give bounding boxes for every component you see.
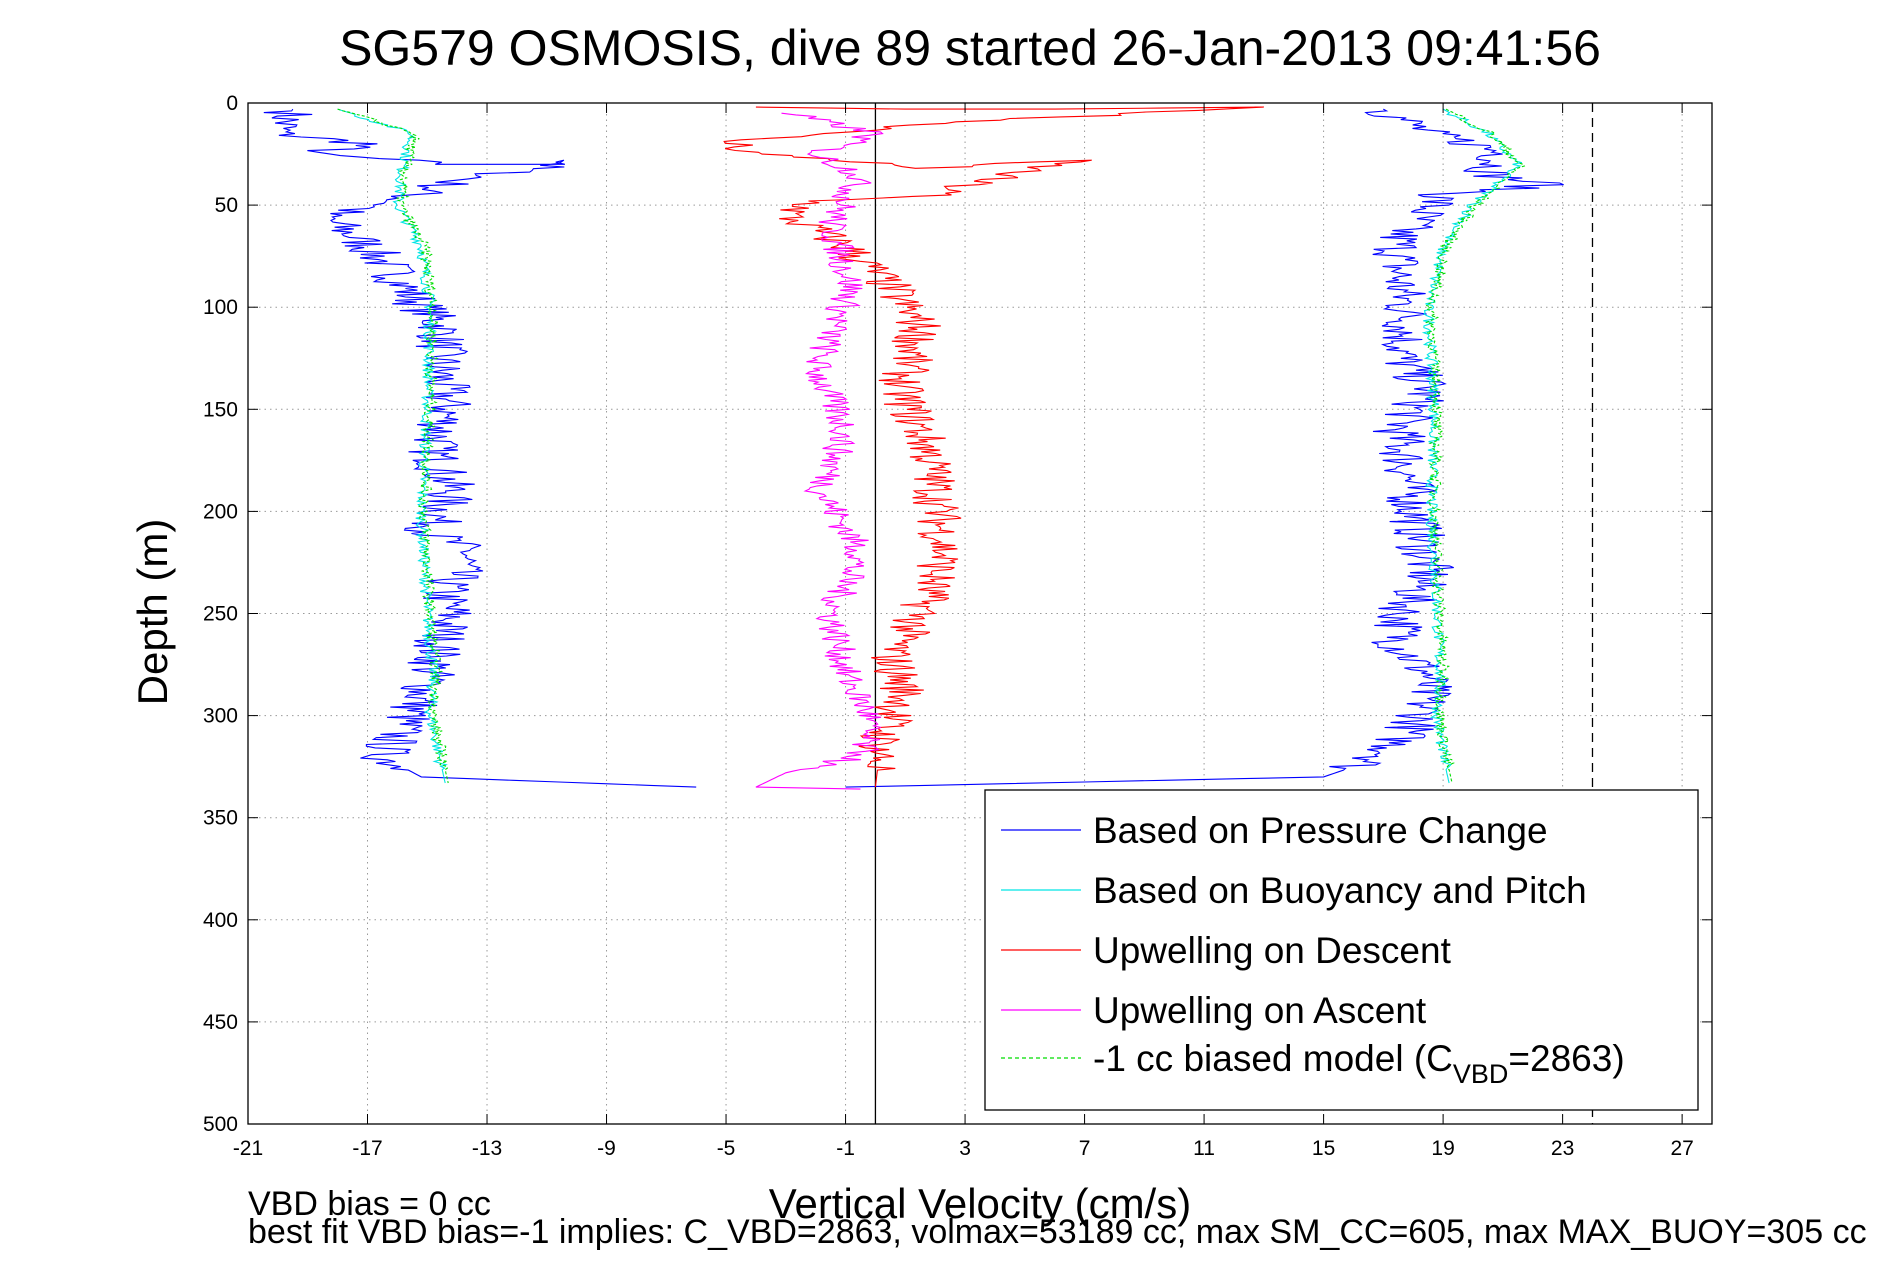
y-tick-label: 500 [203,1113,238,1136]
x-tick-label: -13 [472,1137,502,1160]
y-tick-label: 150 [203,398,238,421]
y-tick-label: 100 [203,296,238,319]
series-line-4-1 [1424,108,1526,784]
x-tick-label: -17 [352,1137,382,1160]
x-tick-label: 23 [1551,1137,1574,1160]
y-tick-label: 250 [203,603,238,626]
legend-label: Based on Buoyancy and Pitch [1093,870,1587,911]
series-line-1-0 [337,108,448,784]
x-tick-label: 27 [1670,1137,1693,1160]
x-tick-label: -1 [836,1137,855,1160]
grid-lines [248,103,1712,1124]
legend-label: Upwelling on Descent [1093,930,1452,971]
y-axis-label: Depth (m) [129,519,176,706]
data-series [263,103,1594,1124]
axes: -21 -17 -13 -9 -5 -1 3 7 11 15 19 23 270501001502002… [203,92,1713,1160]
x-tick-label: -9 [597,1137,616,1160]
best-fit-note: best fit VBD bias=-1 implies: C_VBD=2863… [248,1213,1867,1251]
x-tick-label: 15 [1312,1137,1335,1160]
x-tick-label: -21 [233,1137,263,1160]
x-tick-label: 11 [1193,1137,1215,1160]
y-tick-label: 450 [203,1011,238,1034]
x-tick-label: -5 [717,1137,736,1160]
chart-title: SG579 OSMOSIS, dive 89 started 26-Jan-20… [339,20,1601,76]
y-tick-label: 0 [226,92,238,115]
x-tick-label: 19 [1431,1137,1454,1160]
series-line-3-0 [755,112,884,790]
x-tick-label: 7 [1079,1137,1091,1160]
x-tick-label: 3 [959,1137,971,1160]
series-line-4-0 [337,108,449,784]
legend: Based on Pressure Change Based on Buoyanc… [984,789,1699,1111]
legend-box [984,789,1699,1111]
y-tick-label: 200 [203,500,238,523]
y-tick-label: 50 [215,194,238,217]
legend-label: Based on Pressure Change [1093,810,1548,851]
vbd-bias-note: VBD bias = 0 cc [248,1185,491,1223]
legend-label: -1 cc biased model (CVBD=2863) [1093,1038,1625,1089]
series-line-2-0 [723,106,1264,788]
x-axis-label: Vertical Velocity (cm/s) [769,1180,1191,1227]
y-tick-label: 400 [203,909,238,932]
series-line-0-0 [263,108,697,788]
series-line-0-1 [845,108,1564,788]
y-tick-label: 350 [203,807,238,830]
legend-label: Upwelling on Ascent [1093,990,1427,1031]
y-tick-label: 300 [203,705,238,728]
